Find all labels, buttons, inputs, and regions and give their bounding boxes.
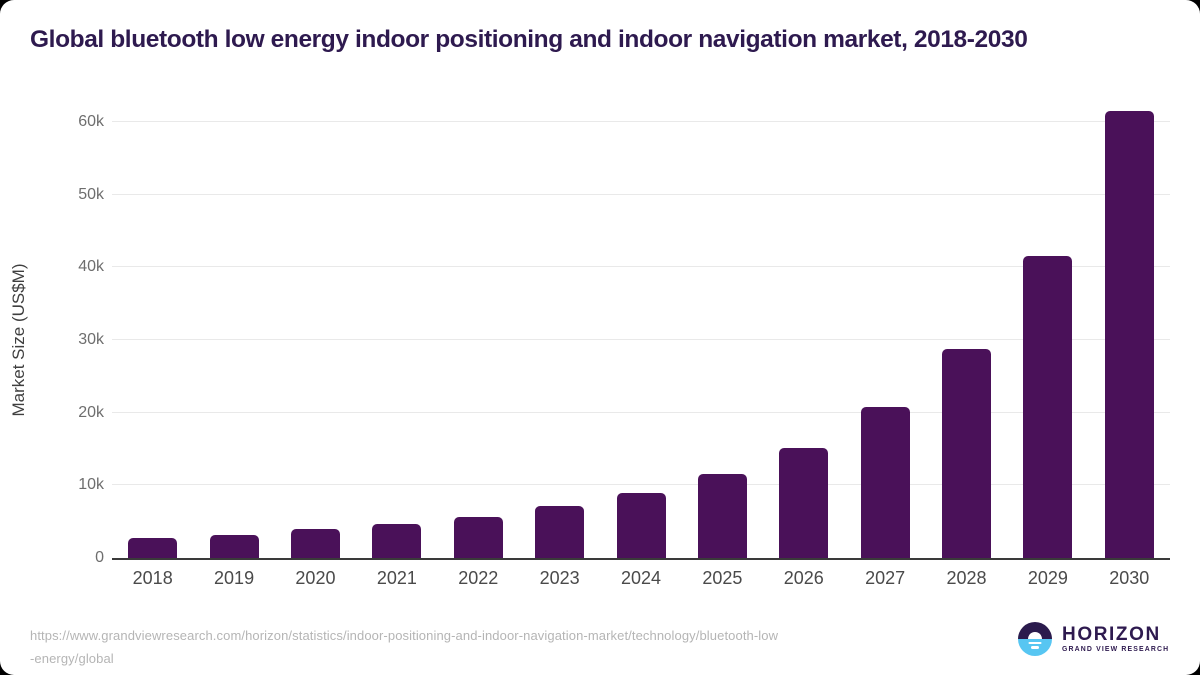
x-tick-label-2027: 2027 [865,568,906,588]
x-tick-label-2024: 2024 [620,568,662,588]
sun-reflection-line [1028,641,1042,644]
source-url: https://www.grandviewresearch.com/horizo… [30,624,778,670]
bar-2023 [535,506,585,558]
y-tick-label: 30k [78,330,104,348]
y-tick-label: 20k [78,403,104,421]
bar-2026 [779,447,829,558]
sun-icon [1028,632,1042,639]
chart-title: Global bluetooth low energy indoor posit… [30,26,1028,53]
x-tick-label-2019: 2019 [214,568,255,588]
gridline [112,193,1170,195]
source-url-line-2: -energy/global [30,651,114,666]
x-tick-label-2021: 2021 [376,568,417,588]
plot-area [112,105,1170,560]
gridline [112,338,1170,340]
bar-2020 [290,528,340,558]
x-tick-label-2018: 2018 [132,568,173,588]
x-tick-label-2026: 2026 [783,568,824,588]
bar-2025 [697,474,747,558]
sun-reflection-line [1031,646,1039,649]
y-tick-label: 10k [78,476,104,494]
bar-2021 [372,523,422,558]
gridline [112,266,1170,268]
y-tick-label: 0 [95,549,104,566]
bar-2029 [1023,256,1073,558]
horizon-logo: HORIZON GRAND VIEW RESEARCH [1018,622,1169,656]
brand-subtitle: GRAND VIEW RESEARCH [1062,645,1170,653]
bar-2027 [860,406,910,558]
y-axis-title: Market Size (US$M) [9,263,28,417]
y-tick-label: 60k [78,112,104,130]
horizon-logo-icon [1018,622,1052,656]
bar-2030 [1104,110,1154,558]
brand-name: HORIZON [1062,623,1161,645]
gridline [112,411,1170,413]
x-tick-label-2020: 2020 [295,568,336,588]
source-url-line-1: https://www.grandviewresearch.com/horizo… [30,628,779,643]
gridline [112,120,1170,122]
x-tick-label-2025: 2025 [702,568,743,588]
bar-2028 [942,348,992,558]
bar-2024 [616,493,666,558]
y-tick-label: 50k [78,185,104,203]
x-tick-label-2028: 2028 [946,568,987,588]
x-tick-label-2030: 2030 [1109,568,1150,588]
x-tick-label-2022: 2022 [458,568,499,588]
gridline [112,484,1170,486]
y-tick-label: 40k [78,258,104,276]
x-tick-label-2029: 2029 [1027,568,1068,588]
x-tick-label-2023: 2023 [539,568,580,588]
bar-2018 [128,538,178,558]
bar-2022 [453,516,503,558]
bar-2019 [209,534,259,558]
